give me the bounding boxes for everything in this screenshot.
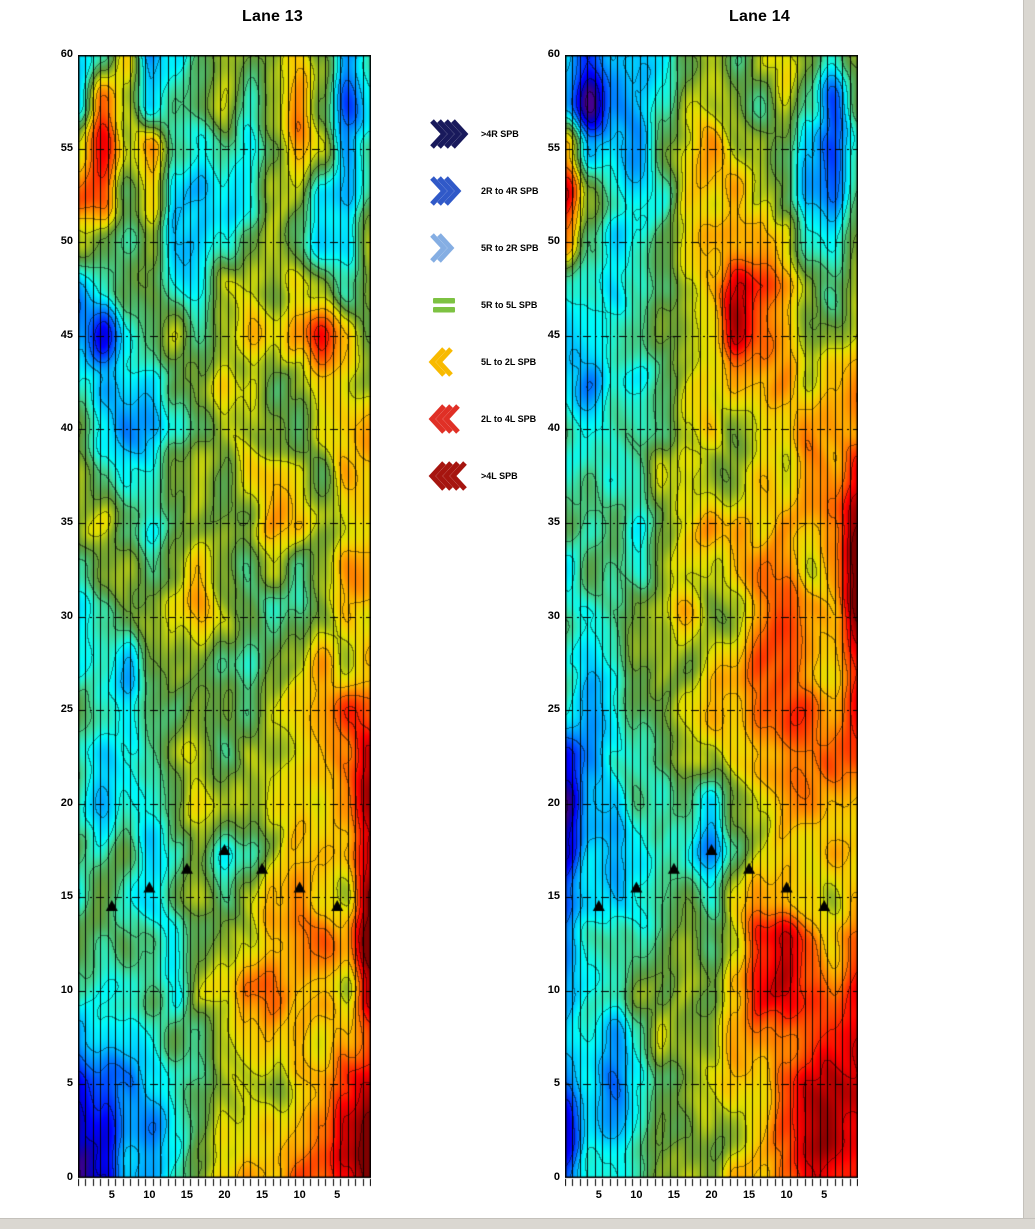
lane-13-panel: Lane 13 0 5 10 15 20 25 30 35 40 45 50 55 60 5 10 15 20… [61, 8, 371, 1201]
chevrons-left-icon [428, 346, 474, 378]
y-tick-label: 60 [60, 48, 73, 60]
y-tick-label: 30 [547, 609, 560, 622]
x-tick-label: 5 [821, 1189, 828, 1201]
window-edge-bottom [0, 1218, 1035, 1229]
y-tick-label: 5 [553, 1077, 560, 1090]
x-tick-label: 5 [595, 1189, 602, 1201]
legend-item: 5L to 2L SPB [428, 346, 539, 378]
legend-item: 5R to 2R SPB [428, 232, 539, 264]
legend-item: >4R SPB [428, 118, 539, 150]
x-tick-label: 10 [143, 1189, 156, 1201]
x-tick-label: 15 [742, 1189, 756, 1201]
x-tick-label: 15 [667, 1189, 681, 1201]
y-tick-label: 0 [553, 1171, 560, 1183]
legend-item-label: 5R to 5L SPB [481, 300, 538, 310]
legend-item-label: >4L SPB [481, 471, 518, 481]
x-tick-label: 10 [630, 1189, 643, 1201]
legend-item: 2L to 4L SPB [428, 403, 539, 435]
legend-item-label: 2R to 4R SPB [481, 186, 539, 196]
x-tick-label: 5 [108, 1189, 115, 1201]
chevrons-left-icon [428, 403, 474, 435]
lane-13-title: Lane 13 [242, 8, 303, 25]
y-tick-label: 30 [60, 609, 73, 622]
x-tick-label: 15 [180, 1189, 194, 1201]
y-tick-label: 15 [547, 890, 560, 903]
window-edge-right [1023, 0, 1035, 1229]
x-tick-label: 20 [218, 1189, 231, 1201]
y-tick-label: 55 [60, 141, 73, 154]
x-tick-label: 15 [255, 1189, 269, 1201]
x-tick-label: 5 [334, 1189, 341, 1201]
y-tick-label: 0 [66, 1171, 73, 1183]
x-tick-label: 10 [293, 1189, 306, 1201]
y-tick-label: 45 [60, 328, 73, 341]
y-tick-label: 25 [60, 703, 73, 716]
lane-14-heatmap-canvas [565, 55, 858, 1188]
slope-legend: >4R SPB 2R to 4R SPB 5R to 2R SPB 5R to 5L … [428, 118, 539, 492]
flat-bars-icon [428, 289, 474, 321]
legend-item-label: >4R SPB [481, 129, 519, 139]
x-tick-label: 10 [780, 1189, 793, 1201]
y-tick-label: 35 [547, 515, 560, 528]
y-tick-label: 20 [547, 796, 560, 809]
y-tick-label: 10 [547, 983, 560, 996]
y-tick-label: 50 [60, 235, 73, 248]
y-tick-label: 15 [60, 890, 73, 903]
chevrons-right-icon [428, 118, 474, 150]
legend-item: 5R to 5L SPB [428, 289, 539, 321]
lane-13-heatmap-canvas [78, 55, 371, 1188]
legend-item-label: 5L to 2L SPB [481, 357, 537, 367]
y-tick-label: 20 [60, 796, 73, 809]
legend-item: >4L SPB [428, 460, 539, 492]
legend-item-label: 2L to 4L SPB [481, 414, 537, 424]
lane-14-panel: Lane 14 0 5 10 15 20 25 30 35 40 45 50 55 60 5 10 15 20… [548, 8, 858, 1201]
chevrons-right-icon [428, 175, 474, 207]
x-tick-label: 20 [705, 1189, 718, 1201]
legend-item-label: 5R to 2R SPB [481, 243, 539, 253]
lane-14-title: Lane 14 [729, 8, 790, 25]
y-tick-label: 40 [60, 422, 73, 435]
y-tick-label: 60 [547, 48, 560, 60]
y-tick-label: 5 [66, 1077, 73, 1090]
legend-item: 2R to 4R SPB [428, 175, 539, 207]
chevrons-left-icon [428, 460, 474, 492]
y-tick-label: 25 [547, 703, 560, 716]
y-tick-label: 35 [60, 515, 73, 528]
chevrons-right-icon [428, 232, 474, 264]
y-tick-label: 10 [60, 983, 73, 996]
